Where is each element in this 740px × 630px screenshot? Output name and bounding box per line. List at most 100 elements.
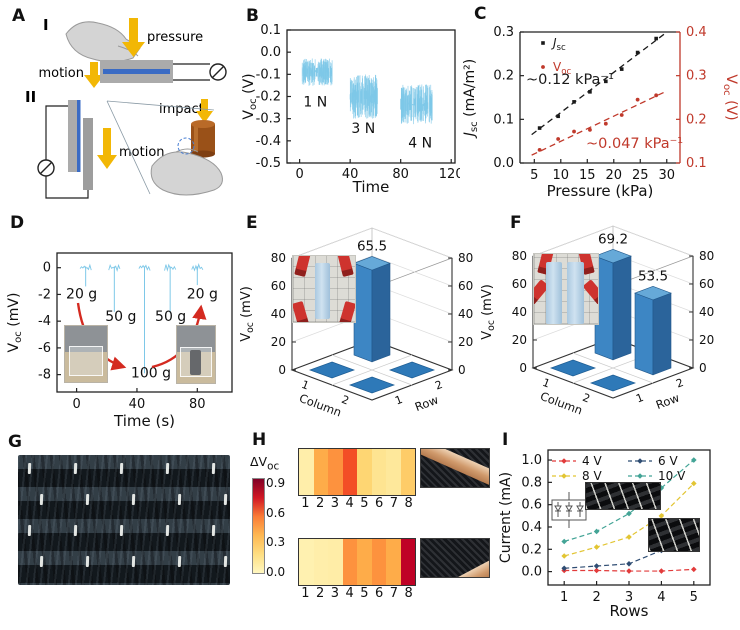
strip-tick: 3 <box>330 496 340 511</box>
panel-h-label: H <box>252 430 267 450</box>
svg-text:0.0: 0.0 <box>521 565 542 580</box>
panel-b-chart: 0 40 80 120 0.1 0.0 -0.1 -0.2 -0.3 -0.4 -0.5 Time Vo… <box>241 23 464 196</box>
svg-text:~0.047 kPa⁻¹: ~0.047 kPa⁻¹ <box>586 136 683 152</box>
svg-text:0.2: 0.2 <box>686 112 707 127</box>
colorbar-tick: 0.3 <box>266 535 286 550</box>
svg-text:0: 0 <box>72 397 80 412</box>
electrode-photo-2 <box>420 538 490 578</box>
panel-g: G <box>0 430 250 630</box>
svg-text:0.4: 0.4 <box>521 520 542 535</box>
svg-text:4 V: 4 V <box>582 454 602 468</box>
stitch-mark <box>119 524 124 537</box>
svg-text:Jsc: Jsc <box>551 36 566 53</box>
strip-tick: 5 <box>360 496 369 511</box>
heatmap-cell <box>328 539 343 585</box>
panel-b: B 0 40 80 120 0.1 0.0 -0.1 -0.2 -0.3 -0.4 -0.5 Time… <box>240 0 464 205</box>
panel-d: D 0 40 80 0 -2 -4 -6 -8 Time (s) Voc (mV) 20 g 50 g… <box>0 205 245 430</box>
motion-label-bottom: motion <box>119 145 165 160</box>
panel-c-chart: 5 10 15 20 25 30 0.0 0.1 0.2 0.3 0.1 0.2 0.3 0.4 Press… <box>462 25 739 200</box>
svg-text:10: 10 <box>553 168 570 183</box>
strip-tick: 7 <box>389 586 399 601</box>
mode-i-label: I <box>43 16 49 34</box>
svg-text:0.1: 0.1 <box>493 112 514 127</box>
setup-photo-1 <box>64 325 108 383</box>
svg-text:-0.3: -0.3 <box>256 112 281 127</box>
svg-text:Voc (V): Voc (V) <box>241 73 259 119</box>
stitch-mark <box>27 524 32 537</box>
svg-text:0: 0 <box>458 363 466 377</box>
svg-text:0.4: 0.4 <box>686 25 707 40</box>
panel-f: F 0 0 20 20 40 40 60 60 80 80 Voc (mV) 69.2 53.5 1 2 Co… <box>480 205 740 430</box>
hand-illustration <box>65 21 141 63</box>
svg-text:50 g: 50 g <box>105 309 136 325</box>
colorbar-tick: 0.0 <box>266 565 286 579</box>
colorbar-tick: 0.6 <box>266 505 286 520</box>
heatmap-strip-1 <box>298 448 416 496</box>
svg-text:0.2: 0.2 <box>521 542 542 557</box>
svg-text:1: 1 <box>541 376 552 391</box>
stitch-mark <box>39 555 44 568</box>
svg-text:-0.2: -0.2 <box>256 90 281 105</box>
svg-text:40: 40 <box>271 307 286 321</box>
svg-text:60: 60 <box>271 279 286 293</box>
motion-arrow-bottom <box>97 128 117 169</box>
strip-tick: 1 <box>301 586 310 601</box>
svg-text:Column: Column <box>297 391 343 420</box>
panel-e-label: E <box>246 213 258 233</box>
stitch-mark <box>177 555 182 568</box>
svg-text:2: 2 <box>581 391 592 406</box>
svg-text:10 V: 10 V <box>658 469 686 483</box>
heatmap-cell <box>400 539 415 585</box>
panel-i-label: I <box>502 430 509 450</box>
svg-text:0.6: 0.6 <box>521 498 542 513</box>
svg-text:Voc (mV): Voc (mV) <box>480 284 497 340</box>
cup-illustration <box>191 120 215 158</box>
stitch-mark <box>177 493 182 506</box>
clamp-photo-double <box>533 253 599 325</box>
zoom-circle <box>177 137 195 155</box>
braid-photo-1 <box>585 482 661 510</box>
panel-a-schematic: I II pressure motion <box>25 16 227 199</box>
svg-text:2: 2 <box>433 378 444 393</box>
stitch-mark <box>73 524 78 537</box>
heatmap-cell <box>299 449 314 495</box>
panel-a-label: A <box>12 6 26 26</box>
heatmap-cell <box>357 539 372 585</box>
svg-text:1.0: 1.0 <box>521 453 542 468</box>
svg-text:15: 15 <box>579 168 596 183</box>
svg-text:-0.1: -0.1 <box>256 67 281 82</box>
svg-text:40: 40 <box>699 305 714 319</box>
svg-text:4 N: 4 N <box>408 135 432 151</box>
stitch-mark <box>223 493 228 506</box>
svg-text:40: 40 <box>129 397 146 412</box>
panel-d-label: D <box>10 213 25 233</box>
heatmap-cell <box>342 449 357 495</box>
svg-text:30: 30 <box>658 168 675 183</box>
setup-photo-2 <box>176 325 216 384</box>
svg-text:Column: Column <box>538 389 584 418</box>
stitch-mark <box>27 462 32 475</box>
svg-text:0.0: 0.0 <box>260 45 281 60</box>
svg-text:80: 80 <box>271 251 286 265</box>
svg-text:Voc (mV): Voc (mV) <box>6 293 24 353</box>
svg-text:0.3: 0.3 <box>493 25 514 40</box>
plate-2 <box>83 118 93 190</box>
svg-text:0.2: 0.2 <box>493 69 514 84</box>
svg-text:0.8: 0.8 <box>521 475 542 490</box>
svg-text:80: 80 <box>512 249 527 263</box>
svg-text:0.0: 0.0 <box>493 156 514 171</box>
svg-text:20: 20 <box>512 333 527 347</box>
svg-text:0.1: 0.1 <box>686 156 707 171</box>
svg-text:40: 40 <box>342 167 359 182</box>
strip-tick: 8 <box>404 586 413 601</box>
svg-text:-2: -2 <box>38 287 51 302</box>
pressure-label: pressure <box>147 30 203 45</box>
svg-text:5: 5 <box>690 590 698 605</box>
stitch-mark <box>165 524 170 537</box>
stitch-mark <box>131 493 136 506</box>
panel-i: I 1 2 3 4 5 0.0 0.2 0.4 0.6 0.8 1.0 Rows Current (mA… <box>490 430 740 630</box>
svg-text:Voc (mV): Voc (mV) <box>239 286 256 342</box>
stitch-mark <box>85 493 90 506</box>
